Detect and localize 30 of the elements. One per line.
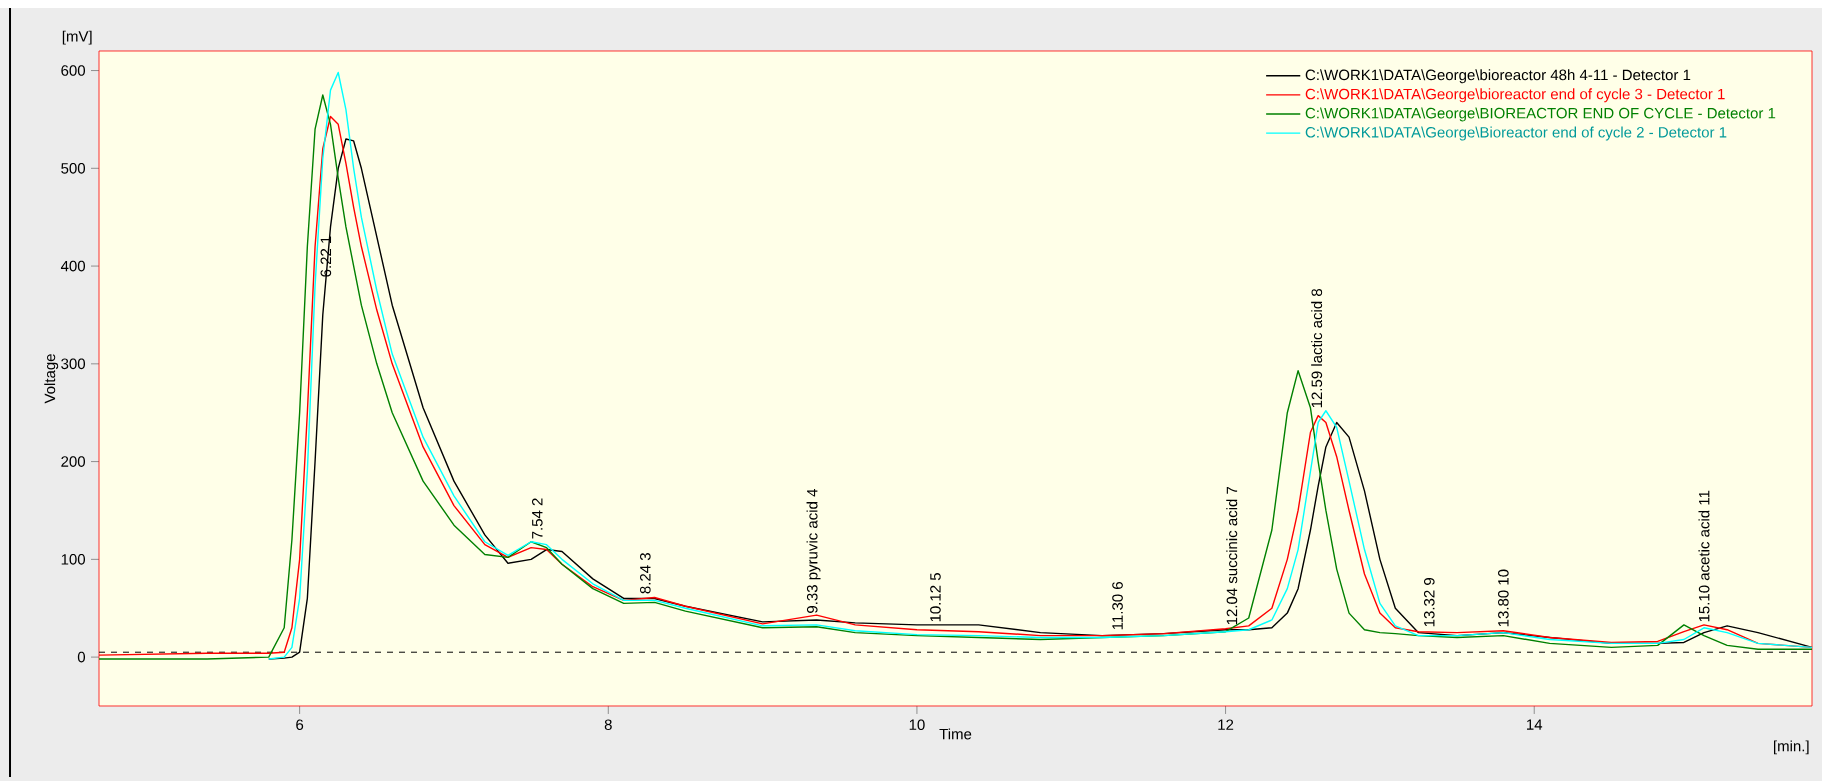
annotation: 13.32 9	[1423, 578, 1435, 627]
y-tick-label: 0	[77, 651, 86, 663]
x-tick-label: 14	[1527, 719, 1543, 730]
annotation: 13.80 10	[1498, 569, 1509, 627]
x-tick-label: 8	[604, 719, 612, 731]
annotation: 7.54 2	[531, 498, 543, 539]
annotation: 8.24 3	[640, 553, 651, 594]
annotation: 12.59 lactic acid 8	[1311, 288, 1323, 408]
y-tick-label: 100	[61, 554, 86, 565]
annotation: 12.04 succinic acid 7	[1226, 486, 1238, 625]
y-tick-label: 300	[61, 358, 86, 370]
y-axis-title: Voltage	[44, 354, 59, 404]
annotation: 15.10 acetic acid 11	[1698, 490, 1710, 622]
x-tick-label: 10	[909, 719, 925, 731]
legend-label: C:\WORK1\DATA\George\BIOREACTOR END OF CYCLE - Detector 1	[1305, 107, 1776, 122]
annotation: 9.33 pyruvic acid 4	[806, 489, 821, 613]
legend-label: C:\WORK1\DATA\George\bioreactor 48h 4-11 - Detector 1	[1305, 69, 1691, 84]
y-tick-label: 200	[61, 456, 86, 467]
x-axis-title: Time	[939, 728, 972, 740]
legend-label: C:\WORK1\DATA\George\Bioreactor end of cycle 2 - Detector 1	[1305, 126, 1727, 141]
x-tick-label: 6	[296, 719, 304, 731]
text: [min.]	[1774, 740, 1809, 755]
y-tick-label: 600	[61, 65, 86, 76]
x-tick-label: 12	[1218, 719, 1234, 730]
annotation: 10.12 5	[930, 573, 941, 622]
text: [mV]	[62, 30, 92, 45]
legend-label: C:\WORK1\DATA\George\bioreactor end of cycle 3 - Detector 1	[1305, 88, 1725, 103]
annotation: 11.30 6	[1112, 582, 1123, 630]
y-tick-label: 500	[61, 162, 86, 174]
y-tick-label: 400	[60, 260, 86, 272]
